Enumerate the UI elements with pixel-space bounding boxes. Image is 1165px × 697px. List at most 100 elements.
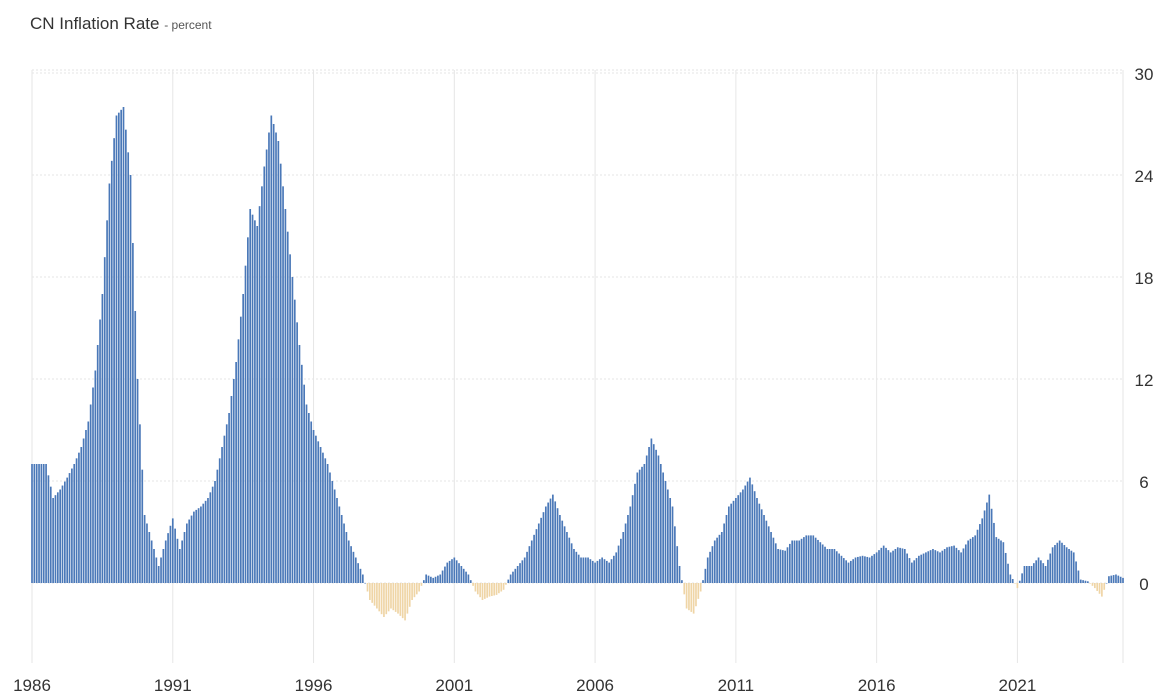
data-bar xyxy=(540,517,542,583)
data-bar xyxy=(732,500,735,583)
data-bar xyxy=(216,469,219,583)
data-bar xyxy=(641,466,643,583)
data-bar xyxy=(317,441,320,583)
data-bar xyxy=(162,549,165,583)
data-bar xyxy=(613,555,615,583)
data-bar xyxy=(1002,542,1005,583)
data-bar xyxy=(164,540,167,583)
data-bar xyxy=(263,166,266,583)
data-bar xyxy=(620,538,622,583)
data-bar xyxy=(434,576,437,583)
data-bar xyxy=(610,559,613,583)
data-bar xyxy=(1084,580,1087,583)
data-bar xyxy=(814,537,817,583)
data-bar xyxy=(73,464,76,583)
data-bar xyxy=(723,523,725,583)
data-bar xyxy=(692,583,695,614)
data-bar xyxy=(498,583,500,594)
data-bar xyxy=(922,553,925,583)
data-bar xyxy=(638,469,641,583)
data-bar xyxy=(882,545,885,583)
data-bar xyxy=(71,468,73,583)
data-bar xyxy=(866,556,869,583)
data-bar xyxy=(310,421,313,583)
data-bar xyxy=(59,489,61,583)
data-bar xyxy=(697,583,700,599)
data-bar xyxy=(756,498,758,583)
data-bar xyxy=(183,532,186,583)
data-bar xyxy=(190,515,193,583)
data-bar xyxy=(1065,547,1068,583)
data-bar xyxy=(535,529,538,583)
data-bar xyxy=(300,364,303,583)
data-bar xyxy=(507,579,510,583)
data-bar xyxy=(636,472,639,583)
data-bar xyxy=(746,481,749,583)
data-bar xyxy=(380,583,383,615)
data-bar xyxy=(530,540,533,583)
data-bar xyxy=(78,452,80,583)
data-bar xyxy=(739,492,742,583)
data-bar xyxy=(261,186,263,584)
data-bar xyxy=(847,562,850,583)
data-bar xyxy=(624,523,627,583)
data-bar xyxy=(174,528,176,583)
data-bar xyxy=(765,520,768,583)
data-bar xyxy=(528,546,531,583)
data-bar xyxy=(413,583,416,598)
data-bar xyxy=(906,553,908,583)
data-bar xyxy=(796,540,798,583)
data-bar xyxy=(962,548,965,583)
data-bar xyxy=(718,534,721,583)
data-bar xyxy=(779,549,782,583)
data-bar xyxy=(230,396,233,583)
data-bar xyxy=(82,438,85,583)
data-bar xyxy=(1040,560,1042,583)
data-bar xyxy=(758,503,761,583)
data-bar xyxy=(753,491,756,583)
data-bar xyxy=(221,447,223,583)
data-bar xyxy=(969,538,972,583)
data-bar xyxy=(601,557,603,583)
data-bar xyxy=(85,430,87,583)
data-bar xyxy=(467,574,470,583)
data-bar xyxy=(559,515,561,583)
data-bar xyxy=(662,472,664,583)
data-bar xyxy=(291,277,294,583)
data-bar xyxy=(727,506,730,583)
data-bar xyxy=(730,503,733,583)
data-bar xyxy=(803,537,805,583)
data-bar xyxy=(913,560,916,583)
data-bar xyxy=(1108,576,1110,583)
data-bar xyxy=(674,526,676,583)
data-bar xyxy=(711,546,714,583)
data-bar xyxy=(134,311,137,583)
data-bar xyxy=(448,560,451,583)
data-bar xyxy=(324,458,327,583)
data-bar xyxy=(566,532,568,583)
data-bar xyxy=(390,583,392,609)
data-bar xyxy=(120,109,123,583)
data-bar xyxy=(744,485,747,583)
data-bar xyxy=(108,183,111,583)
data-bar xyxy=(650,438,653,583)
data-bar xyxy=(415,583,418,595)
data-bar xyxy=(139,424,141,583)
data-bar xyxy=(218,458,221,583)
data-bar xyxy=(749,477,751,583)
data-bar xyxy=(1037,557,1040,583)
data-bar xyxy=(493,583,496,596)
data-bar xyxy=(399,583,402,616)
data-bar xyxy=(176,538,179,583)
data-bar xyxy=(547,502,550,583)
data-bar xyxy=(223,435,226,583)
data-bar xyxy=(451,559,453,583)
data-bar xyxy=(488,583,491,597)
data-bar xyxy=(437,575,439,583)
data-bar xyxy=(141,469,144,583)
data-bar xyxy=(981,518,984,583)
data-bar xyxy=(422,580,425,583)
data-bar xyxy=(495,583,498,595)
data-bar xyxy=(1091,583,1094,586)
data-bar xyxy=(631,495,634,583)
